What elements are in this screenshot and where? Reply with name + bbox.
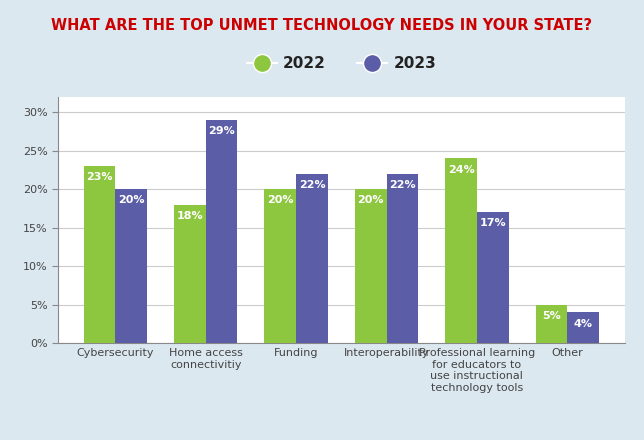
Bar — [355, 189, 386, 343]
Bar — [386, 174, 418, 343]
Bar — [84, 166, 115, 343]
Bar — [477, 213, 509, 343]
Bar — [265, 189, 296, 343]
Text: 18%: 18% — [176, 211, 204, 221]
Text: 20%: 20% — [357, 195, 384, 205]
Text: 23%: 23% — [86, 172, 113, 182]
Text: 29%: 29% — [208, 126, 235, 136]
Bar — [567, 312, 599, 343]
Text: WHAT ARE THE TOP UNMET TECHNOLOGY NEEDS IN YOUR STATE?: WHAT ARE THE TOP UNMET TECHNOLOGY NEEDS … — [52, 18, 592, 33]
Text: 24%: 24% — [448, 165, 475, 175]
Legend: 2022, 2023: 2022, 2023 — [240, 50, 442, 77]
Text: 22%: 22% — [299, 180, 325, 190]
Bar — [115, 189, 147, 343]
Text: 4%: 4% — [574, 319, 592, 329]
Bar — [296, 174, 328, 343]
Bar — [445, 158, 477, 343]
Text: 22%: 22% — [389, 180, 415, 190]
Bar — [205, 120, 238, 343]
Text: 20%: 20% — [267, 195, 294, 205]
Bar — [174, 205, 205, 343]
Text: 17%: 17% — [479, 218, 506, 228]
Text: 20%: 20% — [118, 195, 144, 205]
Bar — [536, 304, 567, 343]
Text: 5%: 5% — [542, 311, 561, 321]
